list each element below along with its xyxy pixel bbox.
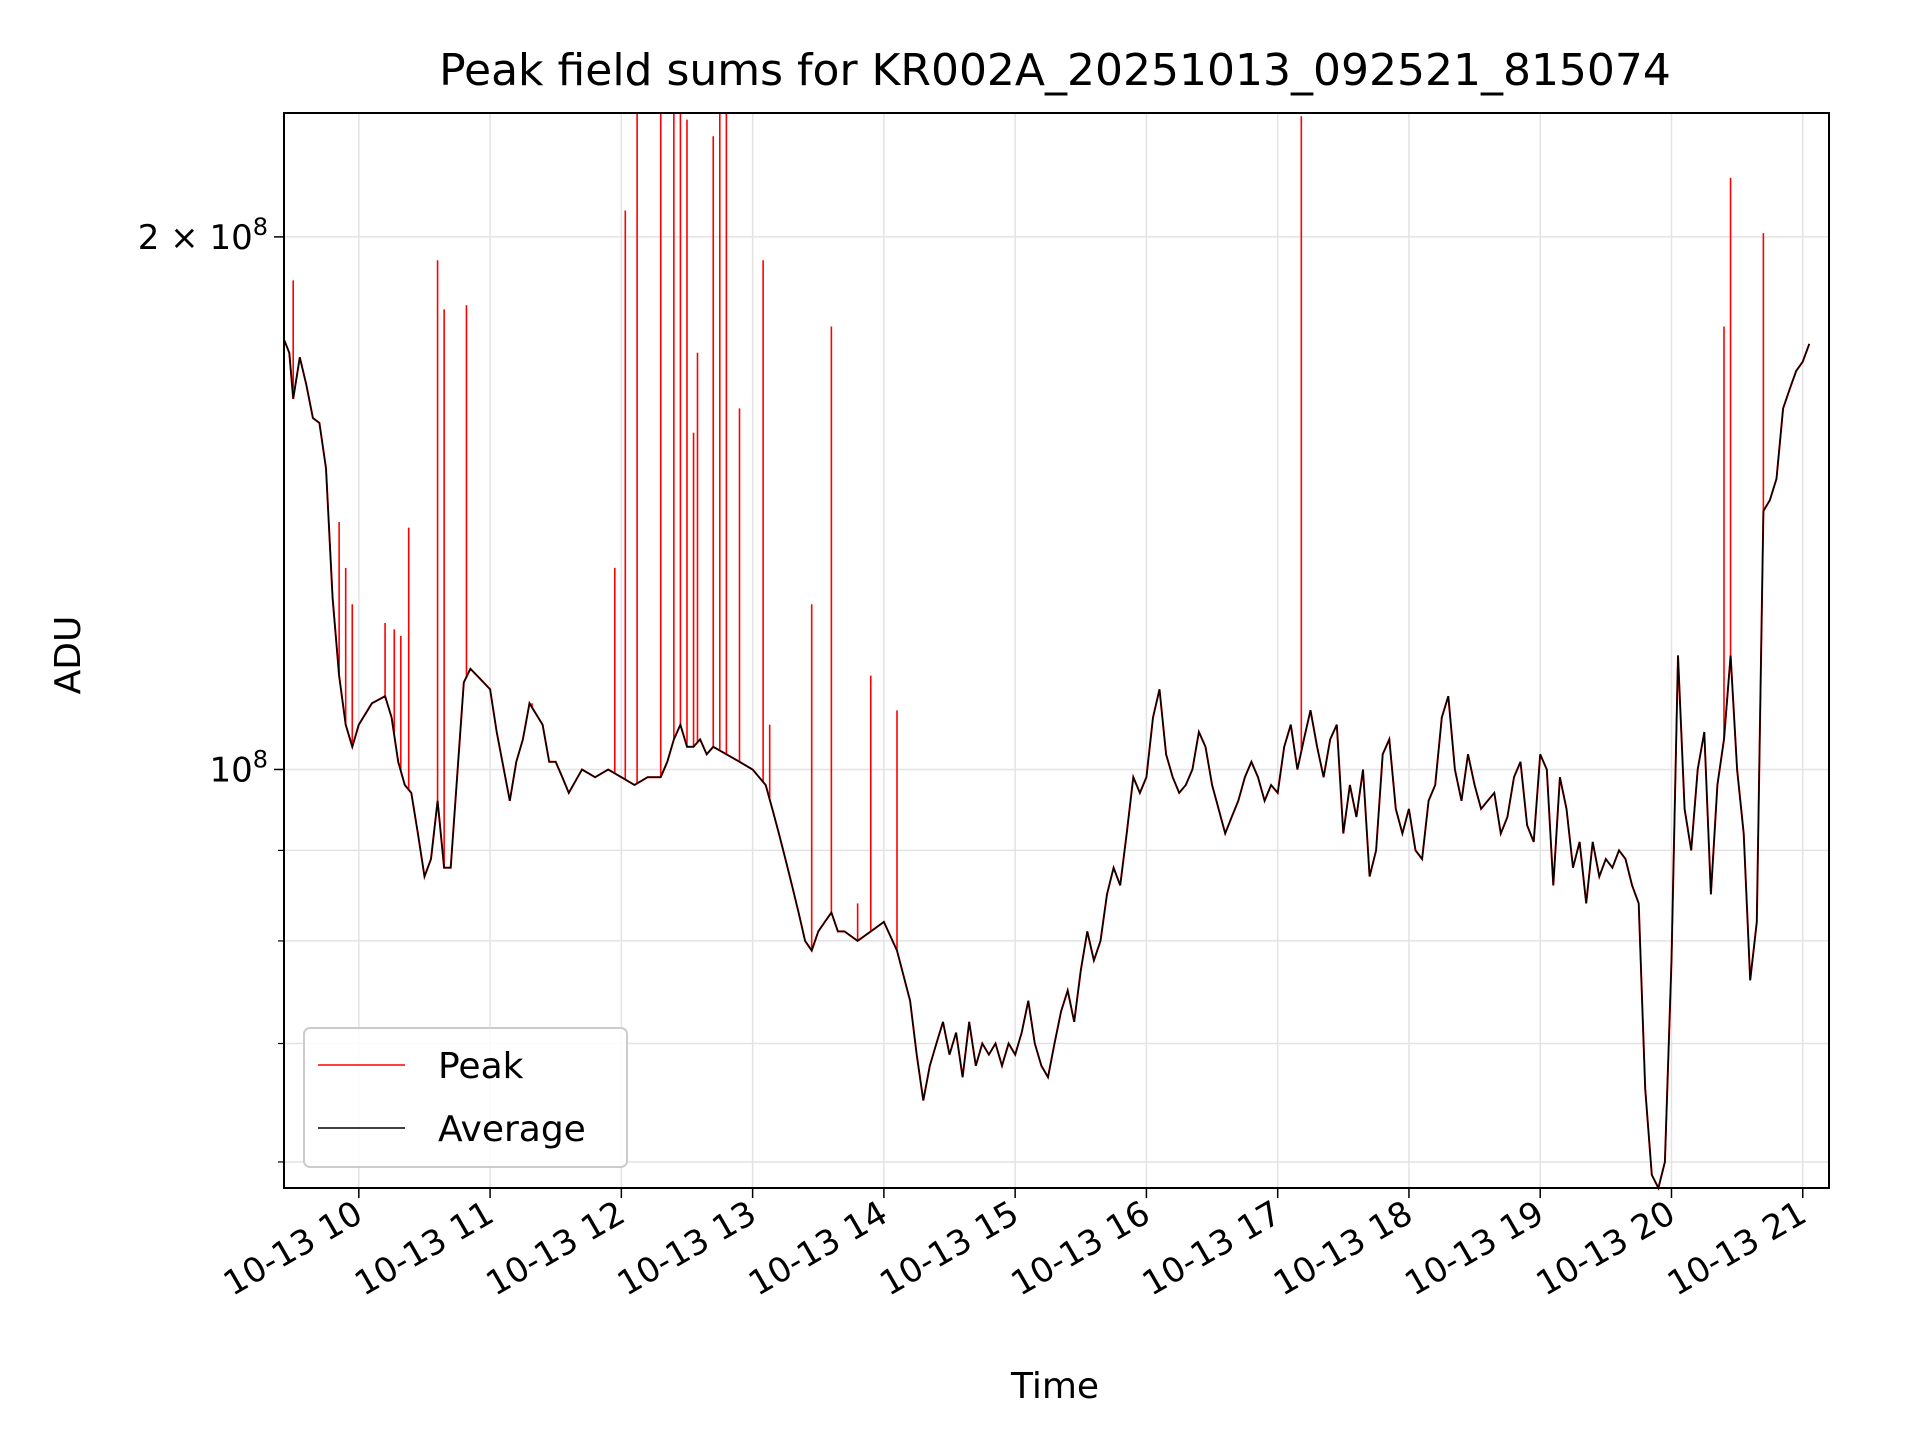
x-tick-label: 10-13 17 bbox=[1136, 1193, 1288, 1304]
y-axis: 108 2 × 108 bbox=[138, 213, 284, 1163]
legend-average-label: Average bbox=[438, 1109, 586, 1150]
peak-series bbox=[292, 113, 1765, 951]
x-tick-label: 10-13 10 bbox=[217, 1193, 369, 1304]
plot-frame bbox=[283, 112, 1830, 1189]
legend-peak-label: Peak bbox=[438, 1046, 524, 1087]
x-tick-label: 10-13 20 bbox=[1530, 1193, 1682, 1304]
x-tick-label: 10-13 12 bbox=[479, 1193, 631, 1304]
average-series-overlay bbox=[283, 339, 1811, 1191]
x-tick-label: 10-13 21 bbox=[1661, 1193, 1813, 1304]
x-tick-label: 10-13 18 bbox=[1267, 1193, 1419, 1304]
y-axis-label: ADU bbox=[48, 616, 89, 695]
plot-area bbox=[284, 113, 1829, 1188]
y-tick-label: 2 × 108 bbox=[138, 213, 268, 258]
chart-title: Peak field sums for KR002A_20251013_0925… bbox=[439, 45, 1671, 96]
x-axis-label: Time bbox=[1010, 1366, 1099, 1407]
legend-box bbox=[303, 1027, 628, 1168]
x-tick-label: 10-13 11 bbox=[348, 1193, 500, 1304]
x-tick-label: 10-13 19 bbox=[1398, 1193, 1550, 1304]
x-tick-label: 10-13 13 bbox=[611, 1193, 763, 1304]
x-tick-label: 10-13 15 bbox=[873, 1193, 1025, 1304]
y-tick-label: 108 bbox=[209, 745, 268, 790]
x-tick-label: 10-13 14 bbox=[742, 1193, 894, 1304]
average-line bbox=[283, 339, 1811, 1191]
x-tick-label: 10-13 16 bbox=[1005, 1193, 1157, 1304]
grid bbox=[284, 113, 1829, 1188]
legend: Peak Average bbox=[303, 1027, 628, 1168]
